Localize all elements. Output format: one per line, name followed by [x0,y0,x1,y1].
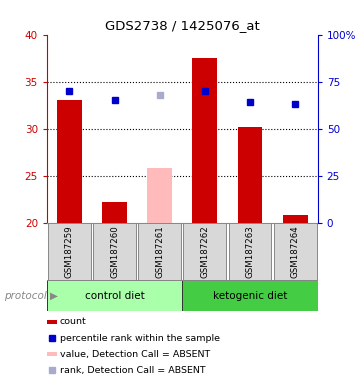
Bar [47,353,57,356]
Text: protocol ▶: protocol ▶ [4,291,58,301]
Bar [47,320,57,324]
Text: control diet: control diet [85,291,144,301]
Bar [192,58,217,223]
Text: GSM187264: GSM187264 [291,225,300,278]
Bar [57,101,82,223]
Bar [238,127,262,223]
Bar [283,215,308,223]
Bar [274,223,317,280]
Title: GDS2738 / 1425076_at: GDS2738 / 1425076_at [105,19,260,32]
Text: GSM187263: GSM187263 [245,225,255,278]
Text: count: count [60,318,87,326]
Text: GSM187260: GSM187260 [110,225,119,278]
Text: value, Detection Call = ABSENT: value, Detection Call = ABSENT [60,349,210,359]
Bar [47,280,182,311]
Text: ketogenic diet: ketogenic diet [213,291,287,301]
Bar [48,223,91,280]
Bar [93,223,136,280]
Text: rank, Detection Call = ABSENT: rank, Detection Call = ABSENT [60,366,205,375]
Bar [182,280,318,311]
Text: GSM187262: GSM187262 [200,225,209,278]
Text: GSM187261: GSM187261 [155,225,164,278]
Bar [183,223,226,280]
Text: percentile rank within the sample: percentile rank within the sample [60,334,220,343]
Bar [147,168,172,223]
Bar [138,223,181,280]
Bar [229,223,271,280]
Text: GSM187259: GSM187259 [65,225,74,278]
Bar [102,202,127,223]
